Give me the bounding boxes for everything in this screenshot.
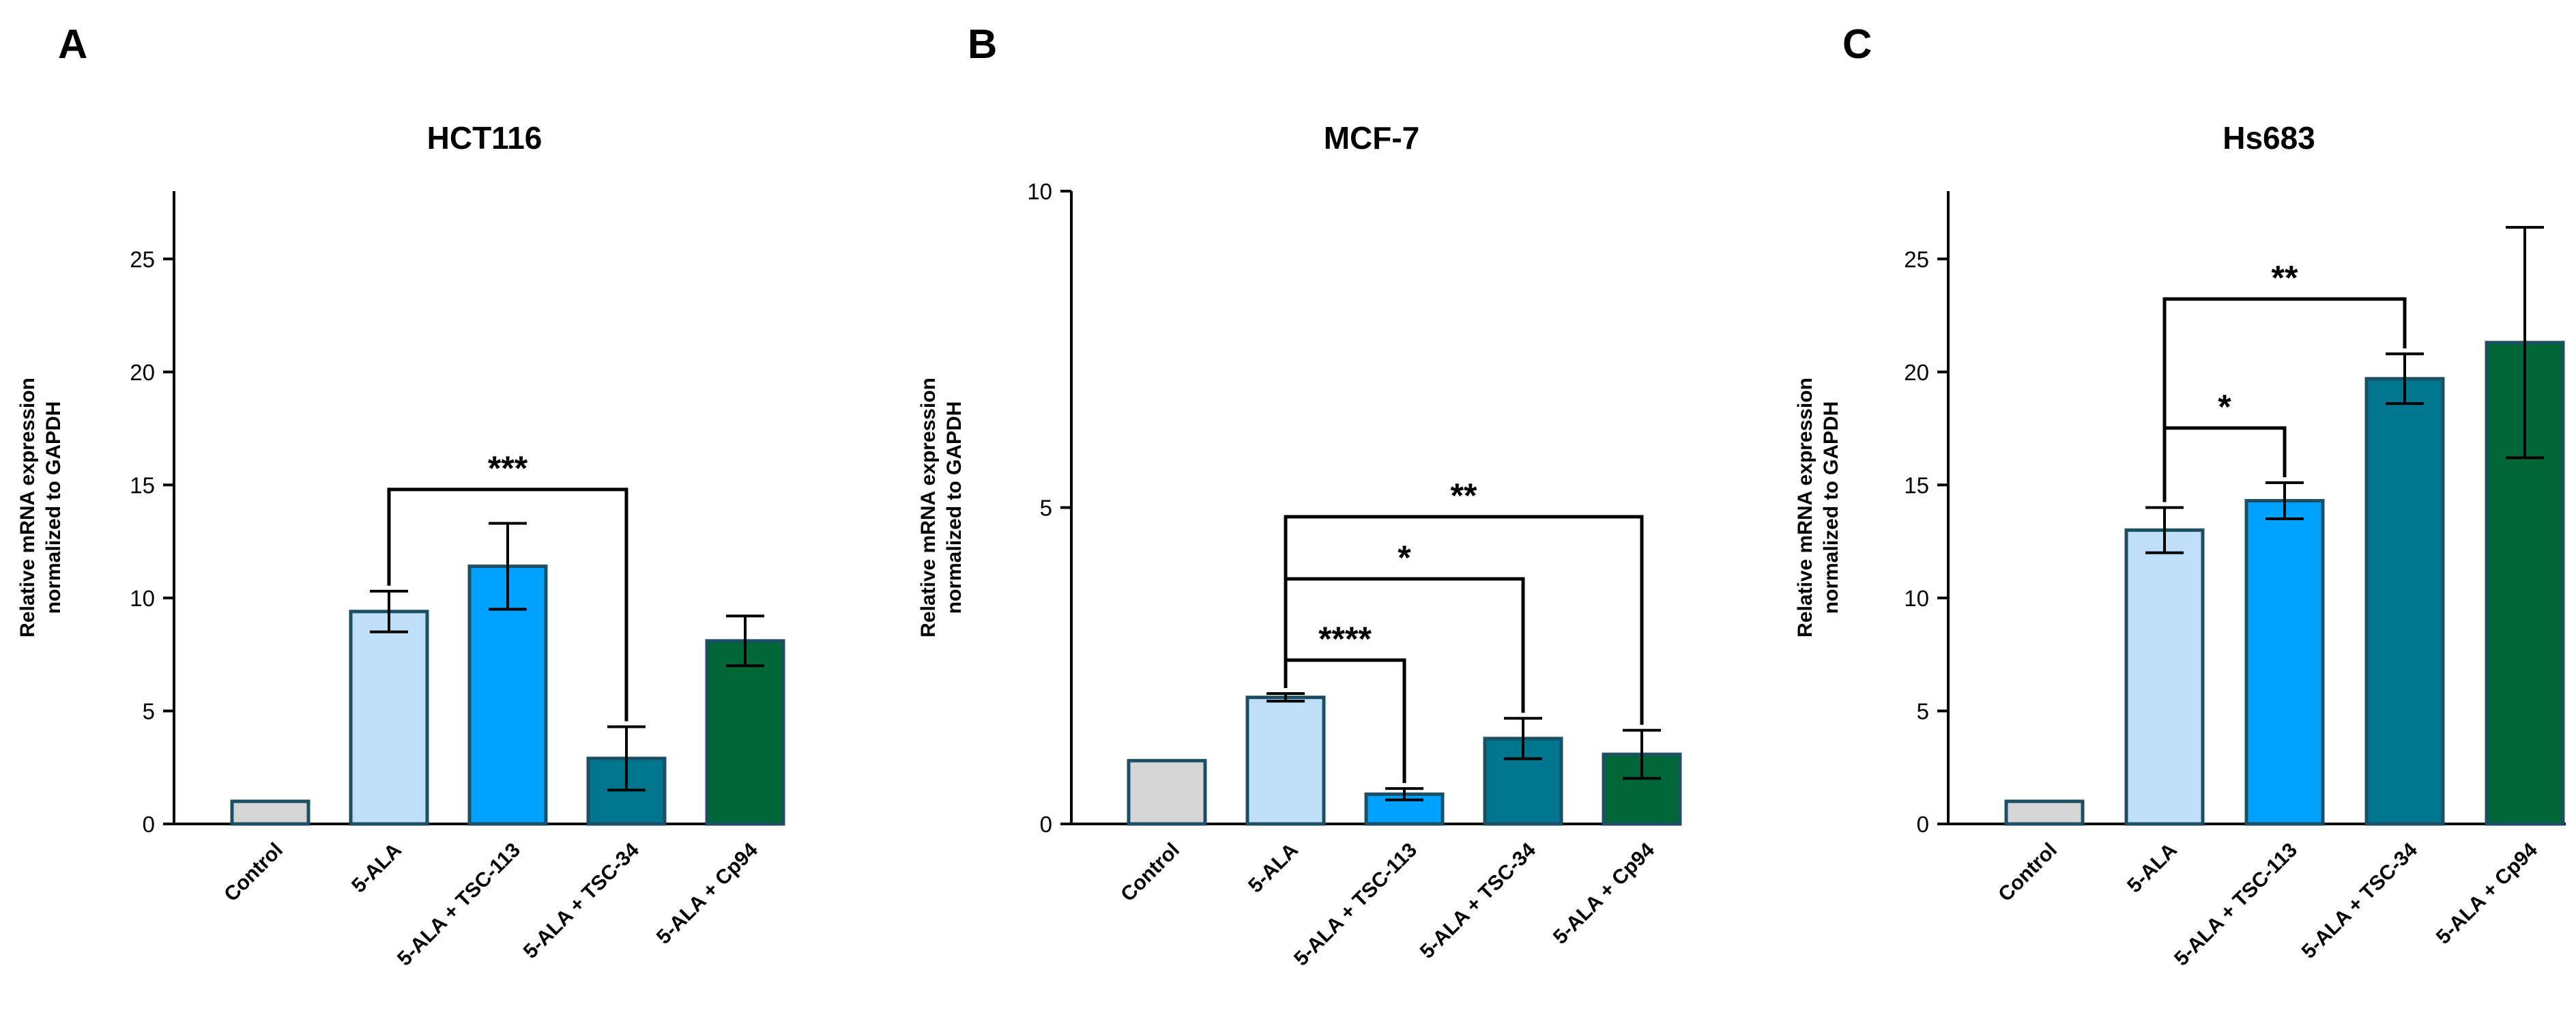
bar <box>349 610 429 826</box>
y-axis-label: Relative mRNA expression normalized to GA… <box>1794 377 1842 638</box>
x-tick-label: 5-ALA + Cp94 <box>1549 838 1659 948</box>
significance-bracket <box>387 487 628 722</box>
y-axis-label-line: Relative mRNA expression <box>1794 377 1817 638</box>
x-tick-label: 5-ALA <box>1244 839 1303 898</box>
chart-panel-c: C Hs683 Relative mRNA expression normalized… <box>1794 21 2566 971</box>
x-tick-label: 5-ALA <box>2123 839 2182 898</box>
y-tick-label: 0 <box>1040 812 1052 837</box>
panel-letter: B <box>968 21 997 67</box>
bar <box>705 639 785 826</box>
significance-label: *** <box>488 449 528 487</box>
significance-label: ** <box>1451 476 1477 515</box>
y-axis-label-line: normalized to GAPDH <box>943 401 966 614</box>
x-tick-label: Control <box>1116 839 1184 907</box>
y-tick-label: 5 <box>1917 698 1929 724</box>
y-tick-label: 25 <box>130 246 155 272</box>
significance-label: * <box>1398 539 1411 577</box>
x-tick-label: 5-ALA + Cp94 <box>2432 838 2542 948</box>
x-tick-label: 5-ALA + TSC-113 <box>393 839 525 971</box>
chart-title: HCT116 <box>427 120 542 156</box>
bar <box>230 799 310 826</box>
y-tick-label: 20 <box>130 360 155 385</box>
y-tick-label: 10 <box>1027 179 1052 204</box>
y-axis-label-line: normalized to GAPDH <box>1820 401 1842 614</box>
y-axis-label: Relative mRNA expression normalized to GA… <box>16 377 65 638</box>
y-tick-label: 20 <box>1904 360 1929 385</box>
x-tick-label: Control <box>220 839 287 907</box>
x-tick-label: 5-ALA + TSC-34 <box>1416 838 1540 963</box>
bar <box>1245 696 1326 826</box>
y-axis-label-line: Relative mRNA expression <box>16 377 39 638</box>
x-tick-label: 5-ALA <box>347 839 406 898</box>
y-axis-label-line: normalized to GAPDH <box>42 401 65 614</box>
panel-letter: A <box>58 21 87 67</box>
chart-title: Hs683 <box>2223 120 2315 156</box>
y-axis-label: Relative mRNA expression normalized to GA… <box>917 377 966 638</box>
y-tick-label: 5 <box>143 698 155 724</box>
y-tick-label: 0 <box>1917 812 1929 837</box>
bar <box>2004 799 2085 826</box>
significance-bracket <box>2162 297 2407 502</box>
y-tick-label: 10 <box>130 586 155 611</box>
x-tick-label: 5-ALA + TSC-34 <box>2298 838 2422 963</box>
chart-panel-a: A HCT116 Relative mRNA expression normalize… <box>16 21 785 971</box>
y-tick-label: 0 <box>143 812 155 837</box>
y-tick-label: 10 <box>1904 586 1929 611</box>
chart-title: MCF-7 <box>1324 120 1420 156</box>
bar <box>2364 377 2445 826</box>
x-tick-label: 5-ALA + TSC-113 <box>2170 839 2302 971</box>
x-tick-label: 5-ALA + TSC-113 <box>1290 839 1421 971</box>
significance-label: **** <box>1318 620 1372 658</box>
bar <box>2124 528 2205 826</box>
x-tick-label: Control <box>1994 839 2061 907</box>
significance-label: ** <box>2272 259 2298 297</box>
bar <box>1127 758 1207 826</box>
significance-bracket <box>1284 515 1644 725</box>
bar <box>2244 499 2325 826</box>
y-tick-label: 5 <box>1040 496 1052 521</box>
x-tick-label: 5-ALA + TSC-34 <box>519 838 643 963</box>
significance-bracket <box>2162 426 2287 502</box>
y-tick-label: 15 <box>1904 472 1929 498</box>
x-tick-label: 5-ALA + Cp94 <box>652 838 762 948</box>
y-axis-label-line: Relative mRNA expression <box>917 377 940 638</box>
significance-label: * <box>2218 388 2231 426</box>
y-tick-label: 15 <box>130 472 155 498</box>
chart-panel-b: B MCF-7 Relative mRNA expression normalized… <box>917 21 1682 971</box>
y-tick-label: 25 <box>1904 246 1929 272</box>
panel-letter: C <box>1842 21 1872 67</box>
